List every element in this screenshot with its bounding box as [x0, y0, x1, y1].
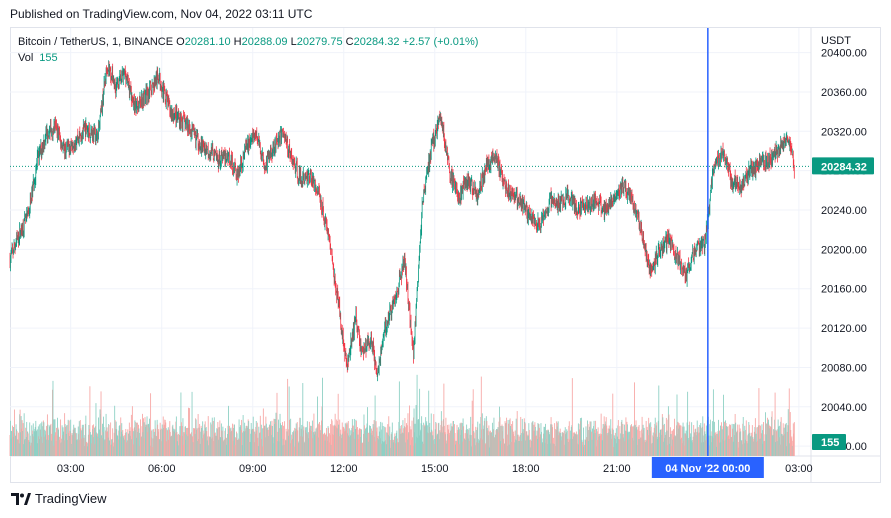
x-tick-label: 18:00: [512, 463, 540, 475]
crosshair-time-badge: [651, 457, 764, 478]
y-tick-label: 20240.00: [821, 205, 867, 217]
x-tick-label: 12:00: [330, 463, 358, 475]
y-tick-label: 20200.00: [821, 244, 867, 256]
legend-volume-label: Vol: [18, 52, 34, 64]
footer-brand: TradingView: [35, 491, 107, 506]
legend-low-value: 20279.75: [296, 36, 343, 48]
x-tick-label: 03:00: [57, 463, 85, 475]
tradingview-logo-icon: [11, 492, 31, 505]
last-volume-label: 155: [821, 437, 839, 449]
y-tick-label: 20120.00: [821, 323, 867, 335]
x-tick-label: 09:00: [239, 463, 267, 475]
legend-low-label: L: [290, 36, 297, 48]
x-tick-label: 15:00: [421, 463, 449, 475]
published-caption: Published on TradingView.com, Nov 04, 20…: [10, 7, 313, 21]
legend-close-value: 20284.32: [353, 36, 400, 48]
chart-frame: [10, 27, 881, 483]
last-price-label: 20284.32: [821, 161, 867, 173]
y-tick-label: 20320.00: [821, 126, 867, 138]
legend-volume-value: 155: [39, 52, 58, 64]
x-tick-label: 21:00: [603, 463, 631, 475]
legend-symbol: Bitcoin / TetherUS, 1, BINANCE: [18, 36, 174, 48]
legend-open-value: 20281.10: [184, 36, 231, 48]
x-tick-label: 06:00: [148, 463, 176, 475]
y-tick-label: 20040.00: [821, 402, 867, 414]
volume-bars: [9, 374, 795, 456]
y-tick-label: 20080.00: [821, 362, 867, 374]
last-price-badge: [812, 157, 874, 175]
legend-change: +2.57 (+0.01%): [402, 36, 479, 48]
legend-high-value: 20288.09: [241, 36, 288, 48]
y-tick-label: 20160.00: [821, 284, 867, 296]
last-volume-badge: [812, 434, 846, 450]
legend-high-label: H: [233, 36, 242, 48]
chart-legend: Bitcoin / TetherUS, 1, BINANCE O20281.10…: [18, 34, 478, 66]
y-tick-label: 20400.00: [821, 48, 867, 60]
legend-close-label: C: [345, 36, 354, 48]
candlestick-chart[interactable]: USDT20000.0020040.0020080.0020120.002016…: [0, 0, 891, 485]
crosshair-time-label: 04 Nov '22 00:00: [665, 463, 750, 475]
y-tick-label: 20360.00: [821, 87, 867, 99]
footer: TradingView: [11, 491, 107, 506]
legend-open-label: O: [176, 36, 185, 48]
legend-volume-row: Vol 155: [18, 50, 478, 66]
candles: [9, 60, 795, 382]
x-tick-label: 03:00: [785, 463, 813, 475]
legend-ohlc-row: Bitcoin / TetherUS, 1, BINANCE O20281.10…: [18, 34, 478, 50]
currency-label: USDT: [821, 35, 851, 47]
